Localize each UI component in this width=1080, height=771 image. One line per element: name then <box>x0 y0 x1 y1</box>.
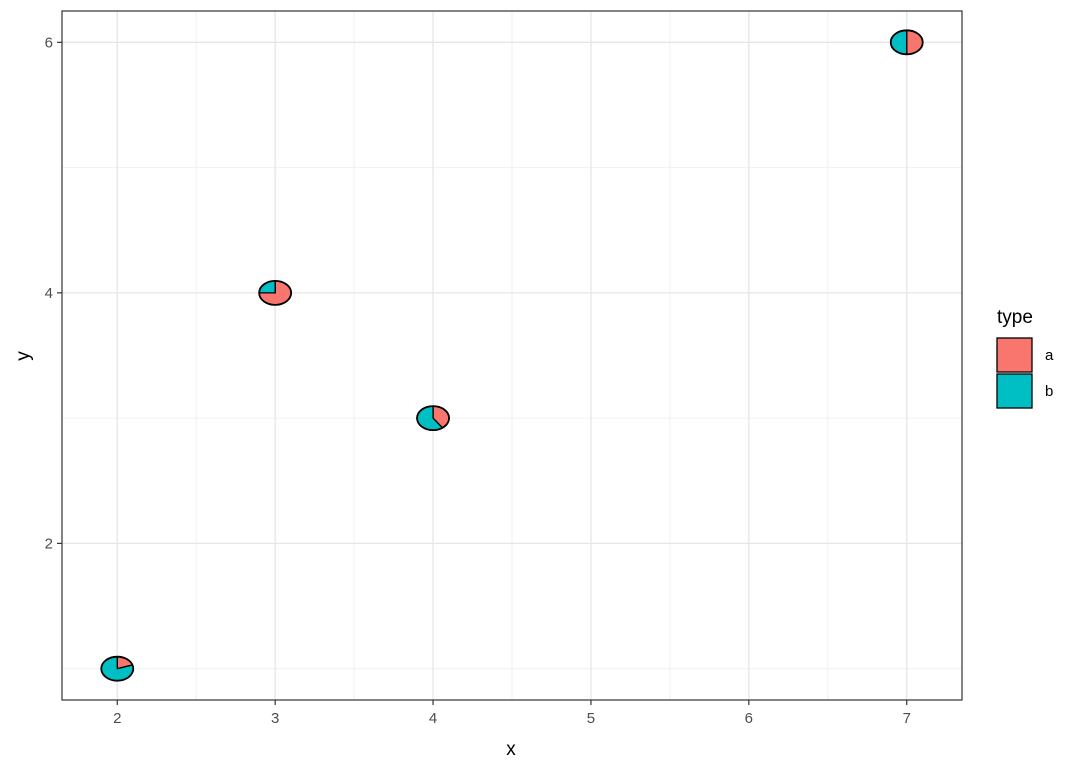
legend-key-a <box>996 337 1033 373</box>
legend-title: type <box>997 307 1033 328</box>
pie-slice-a <box>906 29 924 55</box>
x-axis-title: x <box>506 739 516 760</box>
x-tick-label: 5 <box>587 710 595 727</box>
plot-panel-border <box>61 10 963 701</box>
pie-marker <box>889 29 924 56</box>
x-tick-label: 7 <box>903 710 911 727</box>
pie-marker <box>258 279 293 306</box>
pie-marker <box>416 405 450 432</box>
pie-outline <box>416 405 450 432</box>
legend-key-b <box>996 373 1033 409</box>
y-axis-title: y <box>13 351 34 361</box>
x-axis-ticks: 2 3 4 5 6 7 <box>113 700 911 727</box>
pie-outline <box>889 29 924 56</box>
y-tick-label: 4 <box>45 285 53 302</box>
legend-label-b: b <box>1045 383 1053 400</box>
minor-gridlines <box>62 11 962 700</box>
pie-markers <box>100 29 924 682</box>
pie-slice-b <box>890 29 908 55</box>
pie-marker <box>100 655 135 682</box>
legend: type a b <box>996 307 1054 409</box>
pie-outline <box>258 279 293 306</box>
legend-label-a: a <box>1045 347 1054 364</box>
major-gridlines <box>62 11 962 700</box>
y-tick-label: 6 <box>45 34 53 51</box>
x-tick-label: 6 <box>745 710 753 727</box>
pie-outline <box>100 655 135 682</box>
y-axis-ticks: 2 4 6 <box>45 34 62 552</box>
x-tick-label: 2 <box>113 710 121 727</box>
x-tick-label: 4 <box>429 710 437 727</box>
x-tick-label: 3 <box>271 710 279 727</box>
y-tick-label: 2 <box>45 535 53 552</box>
